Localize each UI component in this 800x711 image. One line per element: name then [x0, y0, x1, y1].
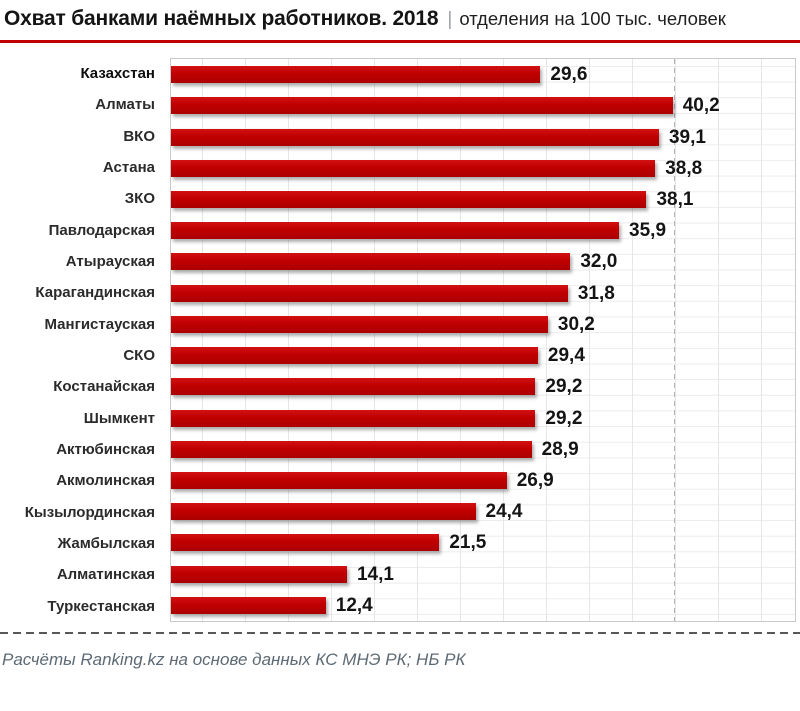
chart-title: Охват банками наёмных работников. 2018: [4, 7, 439, 30]
bar-row: 30,2: [171, 309, 795, 340]
bar-rows: 29,6 40,2 39,1 38,8 38,1 35,9 32,0 31,8 30,2 29,4…: [171, 59, 795, 621]
bar: [171, 66, 541, 84]
bar: [171, 596, 326, 614]
category-label: Костанайская: [53, 378, 155, 396]
bar-row: 35,9: [171, 215, 795, 246]
category-label: Акмолинская: [56, 472, 155, 490]
bar-row: 29,4: [171, 340, 795, 371]
bar-value-label: 30,2: [557, 313, 595, 335]
bar: [171, 440, 532, 458]
bar-value-label: 14,1: [356, 563, 394, 585]
bar-value-label: 32,0: [580, 251, 618, 273]
bar-row: 39,1: [171, 121, 795, 152]
bar: [171, 534, 440, 552]
bar-value-label: 29,2: [545, 407, 583, 429]
bar: [171, 565, 347, 583]
bar-row: 31,8: [171, 278, 795, 309]
bar-value-label: 29,4: [547, 345, 585, 367]
bar-value-label: 35,9: [629, 220, 667, 242]
bar-value-label: 39,1: [668, 126, 706, 148]
category-label: Туркестанская: [47, 597, 155, 615]
bar-row: 21,5: [171, 527, 795, 558]
bar: [171, 253, 571, 271]
bar-row: 26,9: [171, 465, 795, 496]
category-label: Алматы: [95, 96, 155, 114]
chart-header: Охват банками наёмных работников. 2018 | о…: [4, 7, 800, 31]
source-note: Расчёты Ranking.kz на основе данных КС М…: [2, 650, 466, 669]
category-label: Карагандинская: [35, 284, 155, 302]
bar: [171, 97, 673, 115]
category-label: Шымкент: [83, 409, 155, 427]
bar-row: 40,2: [171, 90, 795, 121]
bar-value-label: 24,4: [485, 501, 523, 523]
bar: [171, 347, 538, 365]
category-label: Казахстан: [80, 65, 155, 83]
bar-row: 38,8: [171, 153, 795, 184]
bar-row: 12,4: [171, 590, 795, 621]
bar-value-label: 12,4: [335, 594, 373, 616]
bar-row: 14,1: [171, 559, 795, 590]
category-label: Кызылординская: [24, 503, 155, 521]
bar-row: 29,2: [171, 371, 795, 402]
bar: [171, 503, 476, 521]
category-label: Алматинская: [56, 566, 155, 584]
chart-subtitle: отделения на 100 тыс. человек: [459, 8, 726, 29]
bar: [171, 222, 620, 240]
title-underline-rule: [0, 40, 800, 43]
category-label: ЗКО: [124, 190, 155, 208]
excel-page-break-vertical: [674, 59, 675, 621]
bar-value-label: 21,5: [449, 532, 487, 554]
bar-row: 24,4: [171, 496, 795, 527]
bar-row: 29,2: [171, 402, 795, 433]
bar-value-label: 38,8: [665, 157, 703, 179]
bar: [171, 471, 507, 489]
bar: [171, 190, 647, 208]
bar: [171, 128, 659, 146]
category-label: Мангистауская: [44, 315, 156, 333]
bar-value-label: 38,1: [656, 188, 694, 210]
bar-row: 38,1: [171, 184, 795, 215]
category-label: Актюбинская: [56, 441, 155, 459]
bar: [171, 378, 536, 396]
excel-page-break-horizontal: [0, 632, 800, 634]
bar: [171, 159, 656, 177]
bar-value-label: 26,9: [516, 469, 554, 491]
bar-row: 28,9: [171, 434, 795, 465]
category-label: Атырауская: [65, 253, 155, 271]
bar-value-label: 31,8: [577, 282, 615, 304]
bar: [171, 315, 548, 333]
bar-row: 29,6: [171, 59, 795, 90]
bar-value-label: 28,9: [541, 438, 579, 460]
category-labels: Казахстан Алматы ВКО Астана ЗКО Павлодарская А…: [0, 58, 164, 622]
bar: [171, 284, 568, 302]
title-separator: |: [447, 9, 453, 30]
category-label: СКО: [123, 347, 155, 365]
category-label: Павлодарская: [48, 221, 155, 239]
category-label: ВКО: [123, 127, 155, 145]
bar-row: 32,0: [171, 246, 795, 277]
bar-value-label: 29,2: [545, 376, 583, 398]
plot-area: 29,6 40,2 39,1 38,8 38,1 35,9 32,0 31,8 30,2 29,4…: [170, 58, 796, 622]
category-label: Астана: [102, 159, 155, 177]
bar: [171, 409, 536, 427]
bar-value-label: 40,2: [682, 95, 720, 117]
bar-value-label: 29,6: [550, 64, 588, 86]
category-label: Жамбылская: [57, 535, 155, 553]
